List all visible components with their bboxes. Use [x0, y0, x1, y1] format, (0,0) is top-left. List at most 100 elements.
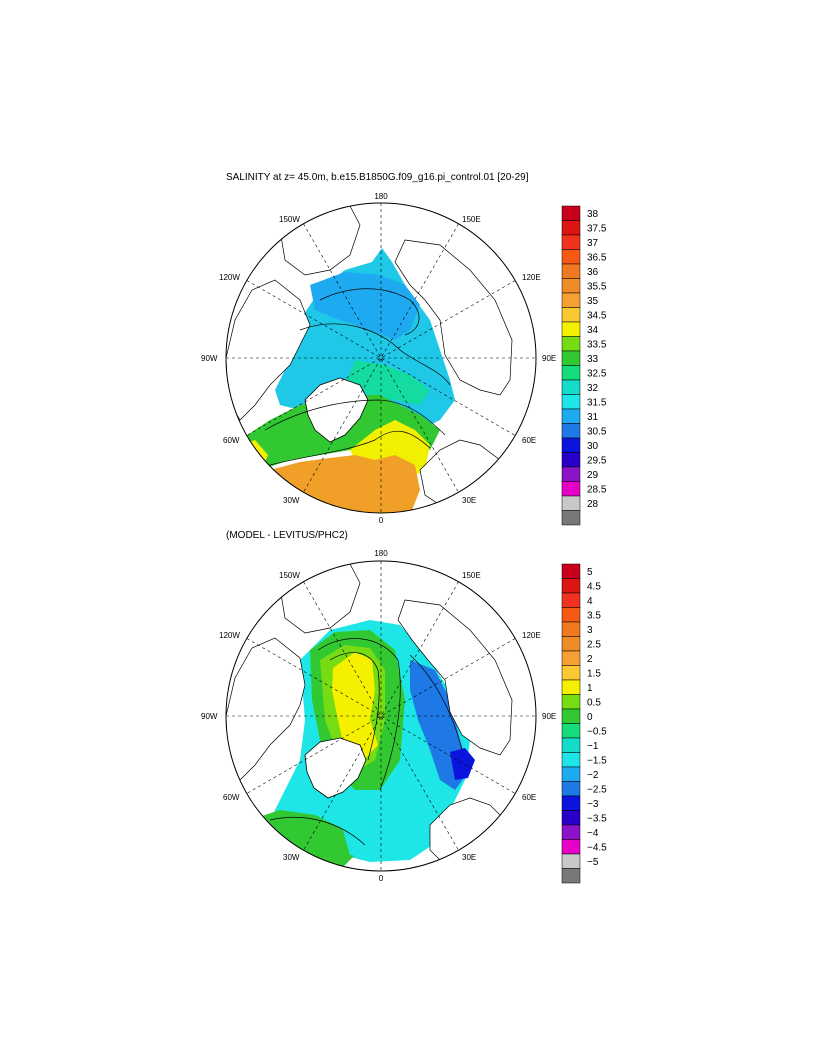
difference-colorbar-swatch — [561, 592, 581, 608]
salinity-colorbar-swatch — [561, 481, 581, 497]
difference-colorbar-swatch — [561, 752, 581, 768]
salinity-colorbar-label: 32.5 — [587, 368, 607, 379]
difference-colorbar-swatch — [561, 665, 581, 681]
difference-colorbar-label: −4.5 — [587, 842, 607, 853]
difference-colorbar-label: −0.5 — [587, 726, 607, 737]
difference-colorbar: 5 4.5 4 3.5 3 2.5 2 1.5 1 0.5 0 −0.5 −1 −1.5 −2 −2.5 −3 −… — [561, 563, 607, 884]
difference-colorbar-label: −3.5 — [587, 813, 607, 824]
map-border — [225, 560, 537, 872]
lon-label-90w: 90W — [201, 354, 218, 363]
difference-colorbar-swatch — [561, 868, 581, 884]
lon-label-30e: 30E — [462, 853, 476, 862]
difference-colorbar-label: 1 — [587, 683, 593, 694]
difference-colorbar-label: 1.5 — [587, 668, 601, 679]
contour-line — [299, 323, 451, 386]
salinity-colorbar-swatch — [561, 350, 581, 366]
salinity-colorbar-swatch — [561, 365, 581, 381]
salinity-colorbar-label: 36.5 — [587, 252, 607, 263]
contour-line — [269, 430, 431, 466]
lon-label-120e: 120E — [522, 631, 541, 640]
salinity-colorbar-label: 33.5 — [587, 339, 607, 350]
contour-line — [329, 652, 380, 761]
salinity-colorbar-label: 29 — [587, 470, 599, 481]
difference-colorbar-label: −1 — [587, 741, 599, 752]
salinity-colorbar-swatch — [561, 234, 581, 250]
ocean-fill-33 — [345, 360, 430, 405]
panel2-title: (MODEL - LEVITUS/PHC2) — [226, 530, 348, 541]
lon-label-30w: 30W — [283, 853, 300, 862]
difference-colorbar-label: 5 — [587, 567, 593, 578]
salinity-colorbar-swatch — [561, 379, 581, 395]
difference-colorbar-swatch — [561, 621, 581, 637]
lon-label-150e: 150E — [462, 571, 481, 580]
landmass-canada — [226, 279, 311, 421]
lon-label-30w: 30W — [283, 496, 300, 505]
difference-colorbar-swatch — [561, 578, 581, 594]
contour-line — [317, 638, 401, 791]
difference-colorbar-swatch — [561, 853, 581, 869]
salinity-colorbar-swatch — [561, 336, 581, 352]
salinity-colorbar-swatch — [561, 408, 581, 424]
salinity-colorbar-swatch — [561, 321, 581, 337]
salinity-colorbar-swatch — [561, 394, 581, 410]
difference-colorbar-swatch — [561, 636, 581, 652]
difference-colorbar-swatch — [561, 723, 581, 739]
lon-label-0: 0 — [379, 516, 384, 525]
lon-label-150e: 150E — [462, 215, 481, 224]
salinity-colorbar-label: 36 — [587, 267, 599, 278]
difference-colorbar-swatch — [561, 679, 581, 695]
salinity-colorbar-swatch — [561, 510, 581, 526]
difference-colorbar-swatch — [561, 824, 581, 840]
graticule — [226, 203, 536, 513]
ocean-fill-1-5 — [332, 652, 378, 762]
lon-label-90e: 90E — [542, 712, 556, 721]
salinity-colorbar-label: 28.5 — [587, 484, 607, 495]
difference-colorbar-label: −2.5 — [587, 784, 607, 795]
lon-label-90w: 90W — [201, 712, 218, 721]
salinity-colorbar-swatch — [561, 249, 581, 265]
lon-label-120e: 120E — [522, 273, 541, 282]
difference-colorbar-label: 0 — [587, 712, 593, 723]
difference-colorbar-label: 4.5 — [587, 581, 601, 592]
difference-colorbar-label: 4 — [587, 596, 593, 607]
salinity-map: 180 0 90W 90E 150W 120W 150E 120E 60W 30… — [201, 192, 556, 525]
salinity-colorbar-swatch — [561, 263, 581, 279]
difference-colorbar-swatch — [561, 781, 581, 797]
salinity-colorbar-label: 32 — [587, 383, 599, 394]
difference-map: 180 0 90W 90E 150W 120W 150E 120E 60W 30… — [201, 549, 556, 883]
difference-colorbar-label: 0.5 — [587, 697, 601, 708]
difference-colorbar-swatch — [561, 795, 581, 811]
lon-label-120w: 120W — [219, 631, 240, 640]
difference-colorbar-label: 3 — [587, 625, 593, 636]
difference-colorbar-swatch — [561, 650, 581, 666]
difference-colorbar-label: 2 — [587, 654, 593, 665]
lon-label-120w: 120W — [219, 273, 240, 282]
lon-label-180: 180 — [374, 549, 388, 558]
difference-colorbar-swatch — [561, 694, 581, 710]
salinity-colorbar-label: 38 — [587, 209, 599, 220]
salinity-colorbar: 38 37.5 37 36.5 36 35.5 35 34.5 34 33.5 33 32.5 32 31… — [561, 205, 607, 526]
salinity-colorbar-label: 30 — [587, 441, 599, 452]
salinity-colorbar-swatch — [561, 452, 581, 468]
difference-colorbar-label: −2 — [587, 770, 599, 781]
difference-colorbar-label: −5 — [587, 857, 599, 868]
landmass-greenland — [304, 377, 369, 443]
salinity-colorbar-swatch — [561, 423, 581, 439]
ocean-fill-neg3 — [450, 748, 475, 780]
lon-label-60e: 60E — [522, 436, 536, 445]
landmass-siberia — [397, 599, 513, 756]
lon-label-180: 180 — [374, 192, 388, 201]
salinity-colorbar-label: 37.5 — [587, 223, 607, 234]
panel1-title: SALINITY at z= 45.0m, b.e15.B1850G.f09_g… — [226, 172, 529, 183]
salinity-colorbar-swatch — [561, 278, 581, 294]
map-border — [225, 202, 537, 514]
lon-label-60e: 60E — [522, 793, 536, 802]
difference-colorbar-swatch — [561, 563, 581, 579]
difference-colorbar-swatch — [561, 737, 581, 753]
salinity-colorbar-label: 30.5 — [587, 426, 607, 437]
lon-label-30e: 30E — [462, 496, 476, 505]
contour-line — [319, 288, 420, 336]
landmass-greenland — [304, 737, 367, 799]
graticule — [226, 561, 536, 871]
